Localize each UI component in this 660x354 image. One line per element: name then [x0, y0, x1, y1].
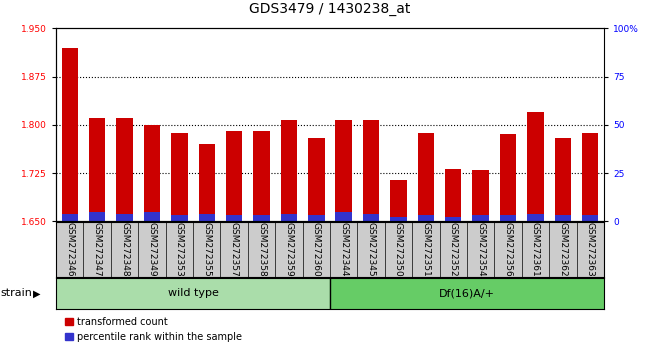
- Bar: [199, 213, 215, 221]
- Bar: [171, 133, 187, 221]
- Bar: [308, 138, 325, 221]
- Text: GSM272347: GSM272347: [92, 222, 102, 277]
- Text: GSM272359: GSM272359: [284, 222, 294, 277]
- Text: GSM272350: GSM272350: [394, 222, 403, 277]
- Bar: [582, 133, 599, 221]
- Text: GSM272355: GSM272355: [202, 222, 211, 277]
- Bar: [390, 180, 407, 221]
- Bar: [171, 216, 187, 221]
- Bar: [473, 216, 489, 221]
- Bar: [226, 216, 242, 221]
- Bar: [144, 212, 160, 221]
- Bar: [116, 213, 133, 221]
- Text: GSM272360: GSM272360: [312, 222, 321, 277]
- Text: GSM272358: GSM272358: [257, 222, 266, 277]
- Text: GSM272362: GSM272362: [558, 222, 568, 277]
- Text: GSM272354: GSM272354: [476, 222, 485, 277]
- Bar: [363, 120, 380, 221]
- Bar: [308, 216, 325, 221]
- Bar: [61, 47, 78, 221]
- Text: GSM272356: GSM272356: [504, 222, 513, 277]
- Bar: [554, 216, 571, 221]
- Bar: [89, 118, 106, 221]
- Text: GSM272361: GSM272361: [531, 222, 540, 277]
- Bar: [253, 216, 270, 221]
- Text: GSM272363: GSM272363: [585, 222, 595, 277]
- Text: GSM272344: GSM272344: [339, 222, 348, 276]
- Bar: [335, 212, 352, 221]
- Text: Df(16)A/+: Df(16)A/+: [439, 289, 495, 298]
- Bar: [280, 120, 297, 221]
- Bar: [226, 131, 242, 221]
- Text: wild type: wild type: [168, 289, 218, 298]
- Text: GDS3479 / 1430238_at: GDS3479 / 1430238_at: [249, 2, 411, 16]
- Text: GSM272348: GSM272348: [120, 222, 129, 277]
- Bar: [445, 217, 461, 221]
- Bar: [335, 120, 352, 221]
- Bar: [144, 125, 160, 221]
- Text: GSM272352: GSM272352: [449, 222, 458, 277]
- Bar: [390, 217, 407, 221]
- Bar: [280, 213, 297, 221]
- Bar: [500, 216, 516, 221]
- Legend: transformed count, percentile rank within the sample: transformed count, percentile rank withi…: [61, 313, 246, 346]
- Bar: [418, 216, 434, 221]
- Bar: [61, 213, 78, 221]
- Bar: [116, 118, 133, 221]
- Bar: [527, 112, 544, 221]
- Text: GSM272349: GSM272349: [147, 222, 156, 277]
- Bar: [500, 134, 516, 221]
- Bar: [89, 212, 106, 221]
- Text: GSM272353: GSM272353: [175, 222, 184, 277]
- Text: GSM272351: GSM272351: [421, 222, 430, 277]
- Text: GSM272346: GSM272346: [65, 222, 75, 277]
- Bar: [418, 133, 434, 221]
- Bar: [554, 138, 571, 221]
- Bar: [582, 216, 599, 221]
- Bar: [253, 131, 270, 221]
- Text: GSM272345: GSM272345: [366, 222, 376, 277]
- Bar: [199, 144, 215, 221]
- Bar: [473, 170, 489, 221]
- Bar: [445, 169, 461, 221]
- Bar: [363, 213, 380, 221]
- Text: GSM272357: GSM272357: [230, 222, 239, 277]
- Bar: [527, 213, 544, 221]
- Text: ▶: ▶: [32, 289, 40, 298]
- Text: strain: strain: [1, 289, 32, 298]
